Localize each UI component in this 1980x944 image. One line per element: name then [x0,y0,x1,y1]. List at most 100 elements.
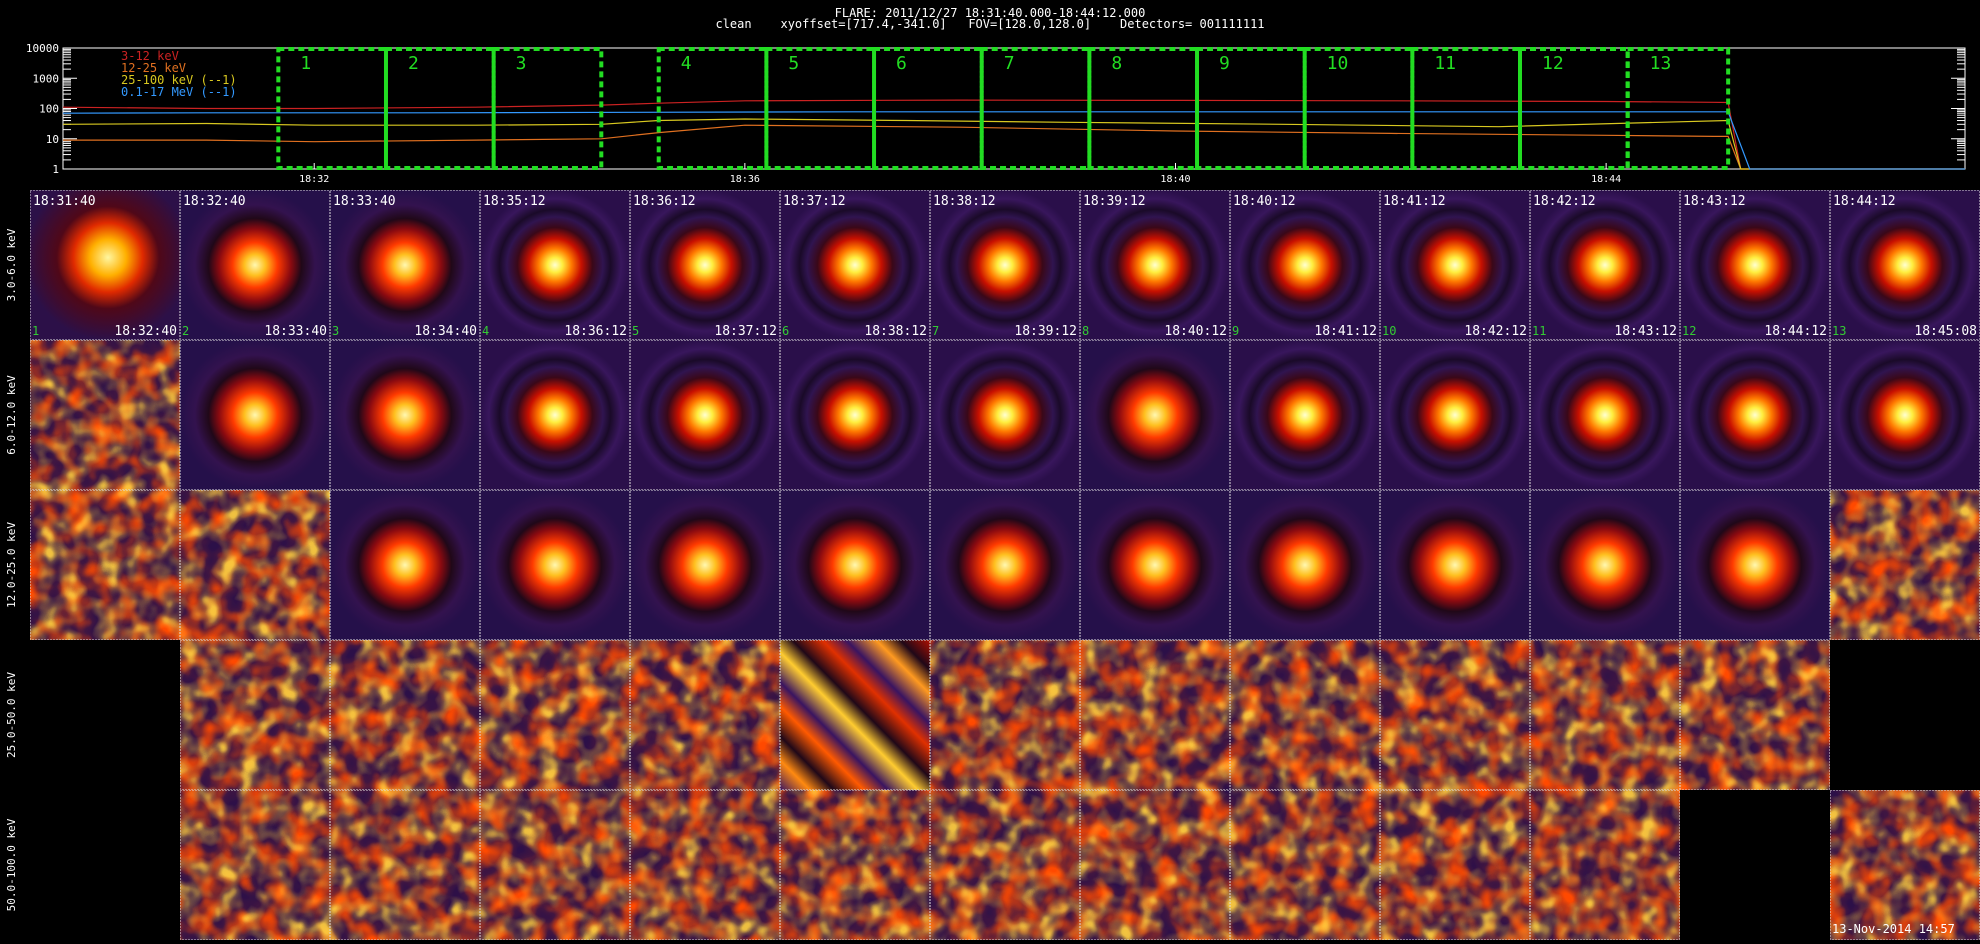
time-interval-box [1410,47,1523,170]
time-interval-box [656,47,769,170]
panel-end-time: 18:45:08 [1914,324,1977,339]
image-panel [330,640,480,790]
image-panel [1080,790,1230,940]
panel-interval-index: 8 [1082,324,1089,338]
panel-dotted-border [180,340,330,490]
energy-band-label: 3.0-6.0 keV [5,228,18,301]
energy-band-label: 6.0-12.0 keV [5,375,18,455]
image-panel [30,490,180,640]
panel-dotted-border [1830,340,1980,490]
panel-end-time: 18:39:12 [1014,324,1077,339]
x-tick-label: 18:36 [730,174,760,185]
time-interval-box [1625,47,1731,170]
time-interval-box [764,47,877,170]
panel-dotted-border [1680,640,1830,790]
panel-dotted-border [1380,190,1530,340]
panel-dotted-border [630,340,780,490]
panel-dotted-border [930,190,1080,340]
image-panel [330,790,480,940]
panel-interval-index: 6 [782,324,789,338]
image-panel [180,790,330,940]
panel-dotted-border [1680,340,1830,490]
panel-dotted-border [330,340,480,490]
panel-dotted-border [180,640,330,790]
panel-end-time: 18:44:12 [1764,324,1827,339]
image-panel [930,790,1080,940]
time-interval-box [491,47,604,170]
y-tick-label: 10000 [26,42,59,55]
image-panel [930,490,1080,640]
image-panel [780,340,930,490]
image-panel [1080,490,1230,640]
panel-interval-index: 1 [32,324,39,338]
image-panel [480,790,630,940]
y-tick-label: 10 [46,133,59,146]
image-panel [630,640,780,790]
panel-interval-index: 3 [332,324,339,338]
image-panel [1530,340,1680,490]
lightcurve-series-line [62,118,1965,170]
panel-start-time: 18:35:12 [483,194,546,209]
panel-dotted-border [30,490,180,640]
panel-dotted-border [1230,640,1380,790]
panel-dotted-border [1230,190,1380,340]
image-panel [1530,790,1680,940]
lightcurve-series-line [62,99,1965,170]
time-interval-box [1087,47,1200,170]
image-panel [480,640,630,790]
panel-interval-index: 9 [1232,324,1239,338]
panel-start-time: 18:41:12 [1383,194,1446,209]
panel-dotted-border [1380,340,1530,490]
panel-start-time: 18:38:12 [933,194,996,209]
y-tick-label: 1 [52,163,59,176]
panel-interval-index: 10 [1382,324,1396,338]
panel-end-time: 18:38:12 [864,324,927,339]
panel-dotted-border [480,490,630,640]
image-panel [780,790,930,940]
interval-number: 5 [788,53,799,74]
panel-interval-index: 7 [932,324,939,338]
panel-dotted-border [1680,190,1830,340]
panel-end-time: 18:40:12 [1164,324,1227,339]
legend-entry: 3-12 keV [121,49,179,63]
panel-dotted-border [480,190,630,340]
image-panel [1530,640,1680,790]
panel-start-time: 18:39:12 [1083,194,1146,209]
panel-dotted-border [330,640,480,790]
image-panel [930,640,1080,790]
image-panel [1680,190,1830,340]
panel-end-time: 18:36:12 [564,324,627,339]
panel-dotted-border [1080,190,1230,340]
panel-dotted-border [1080,640,1230,790]
panel-dotted-border [930,490,1080,640]
panel-dotted-border [780,190,930,340]
x-tick-label: 18:32 [299,174,329,185]
panel-dotted-border [1830,190,1980,340]
panel-dotted-border [630,490,780,640]
time-interval-box [872,47,984,170]
image-panel [1230,190,1380,340]
image-panel [930,340,1080,490]
image-panel [1380,790,1530,940]
interval-number: 12 [1542,53,1564,74]
panel-dotted-border [330,490,480,640]
energy-band-label: 50.0-100.0 keV [5,818,18,911]
panel-dotted-border [330,190,480,340]
image-panel [330,490,480,640]
lightcurve-series-line [62,111,1965,170]
panel-dotted-border [30,190,180,340]
panel-dotted-border [1530,340,1680,490]
panel-dotted-border [1080,490,1230,640]
interval-number: 9 [1219,53,1230,74]
panel-dotted-border [480,640,630,790]
panel-start-time: 18:31:40 [33,194,96,209]
panel-start-time: 18:43:12 [1683,194,1746,209]
image-panel [180,340,330,490]
image-panel [1380,190,1530,340]
image-panel [630,340,780,490]
panel-start-time: 18:44:12 [1833,194,1896,209]
image-grid: 3.0-6.0 keV 18:31:40 18:32:40 1 18:32:40 18:3… [5,190,1980,940]
panel-start-time: 18:36:12 [633,194,696,209]
panel-dotted-border [480,340,630,490]
